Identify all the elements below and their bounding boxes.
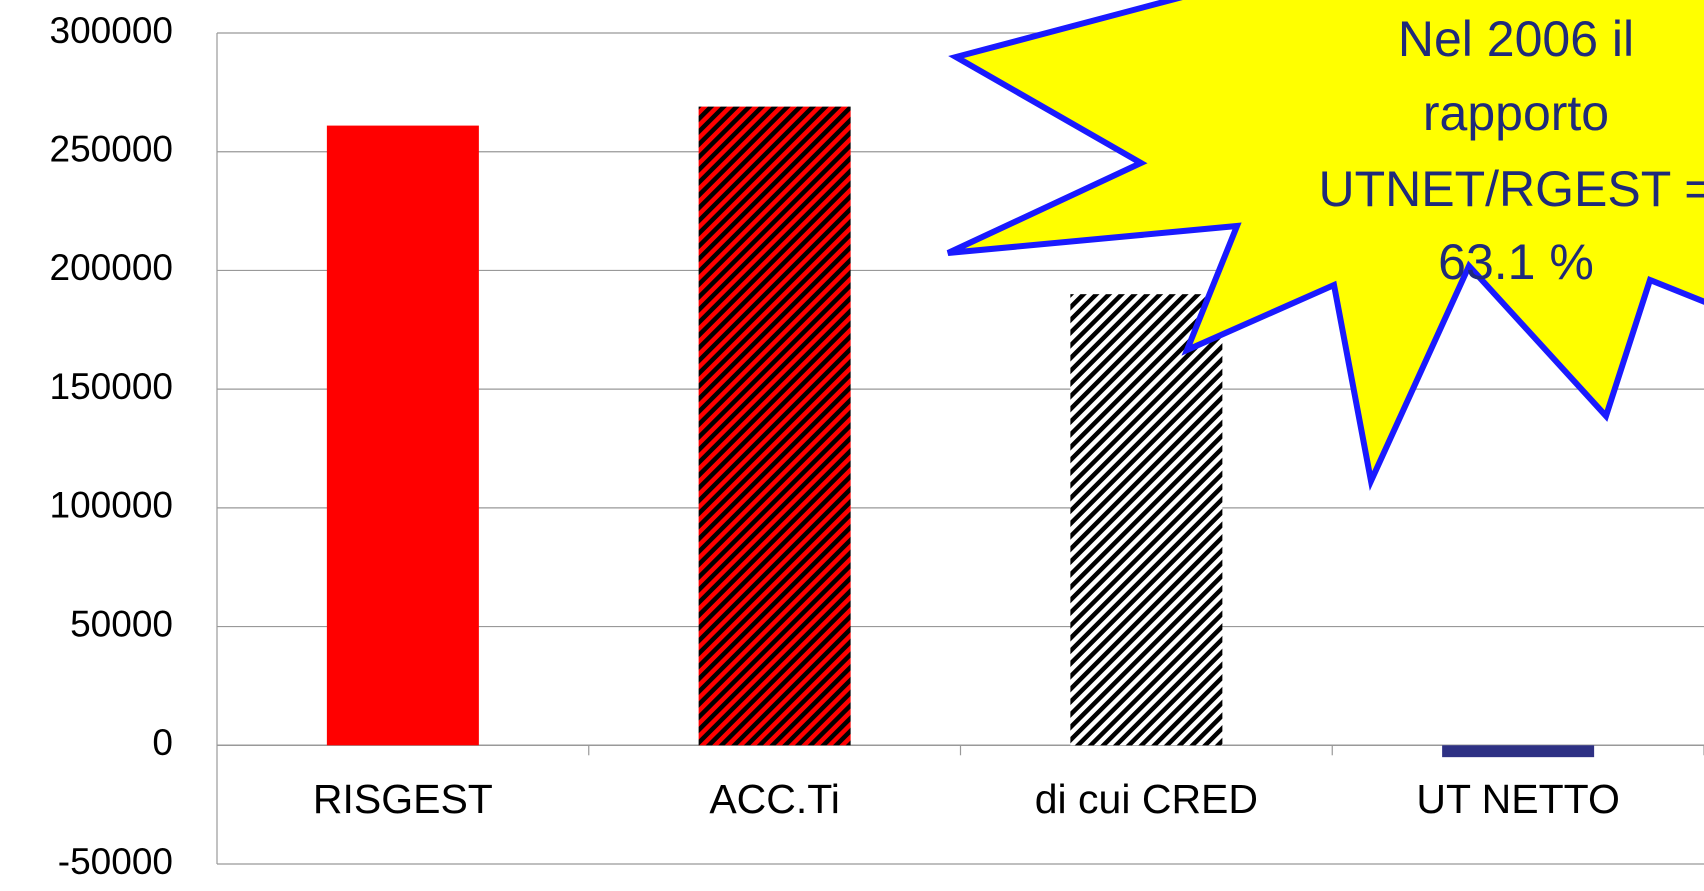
y-tick-label: 0 — [152, 722, 173, 763]
annotation-line: 63.1 % — [1438, 234, 1594, 290]
bar — [327, 126, 479, 746]
y-tick-label: 250000 — [50, 128, 173, 169]
bar — [1070, 294, 1222, 745]
x-tick-label: UT NETTO — [1416, 776, 1620, 822]
annotation-line: Nel 2006 il — [1398, 11, 1634, 67]
y-tick-label: -50000 — [58, 841, 173, 882]
annotation-line: rapporto — [1423, 85, 1609, 141]
x-tick-label: RISGEST — [313, 776, 493, 822]
x-tick-label: di cui CRED — [1035, 776, 1258, 822]
y-tick-label: 200000 — [50, 247, 173, 288]
y-tick-label: 50000 — [70, 603, 173, 644]
x-tick-label: ACC.Ti — [709, 776, 840, 822]
bar — [1442, 745, 1594, 757]
y-tick-label: 150000 — [50, 366, 173, 407]
y-tick-label: 100000 — [50, 485, 173, 526]
chart: -50000 0 50000 100000 150000 200000 250000 3000… — [0, 0, 1704, 891]
annotation-line: UTNET/RGEST = — [1319, 161, 1704, 217]
bar — [699, 107, 851, 746]
y-tick-label: 300000 — [50, 10, 173, 51]
